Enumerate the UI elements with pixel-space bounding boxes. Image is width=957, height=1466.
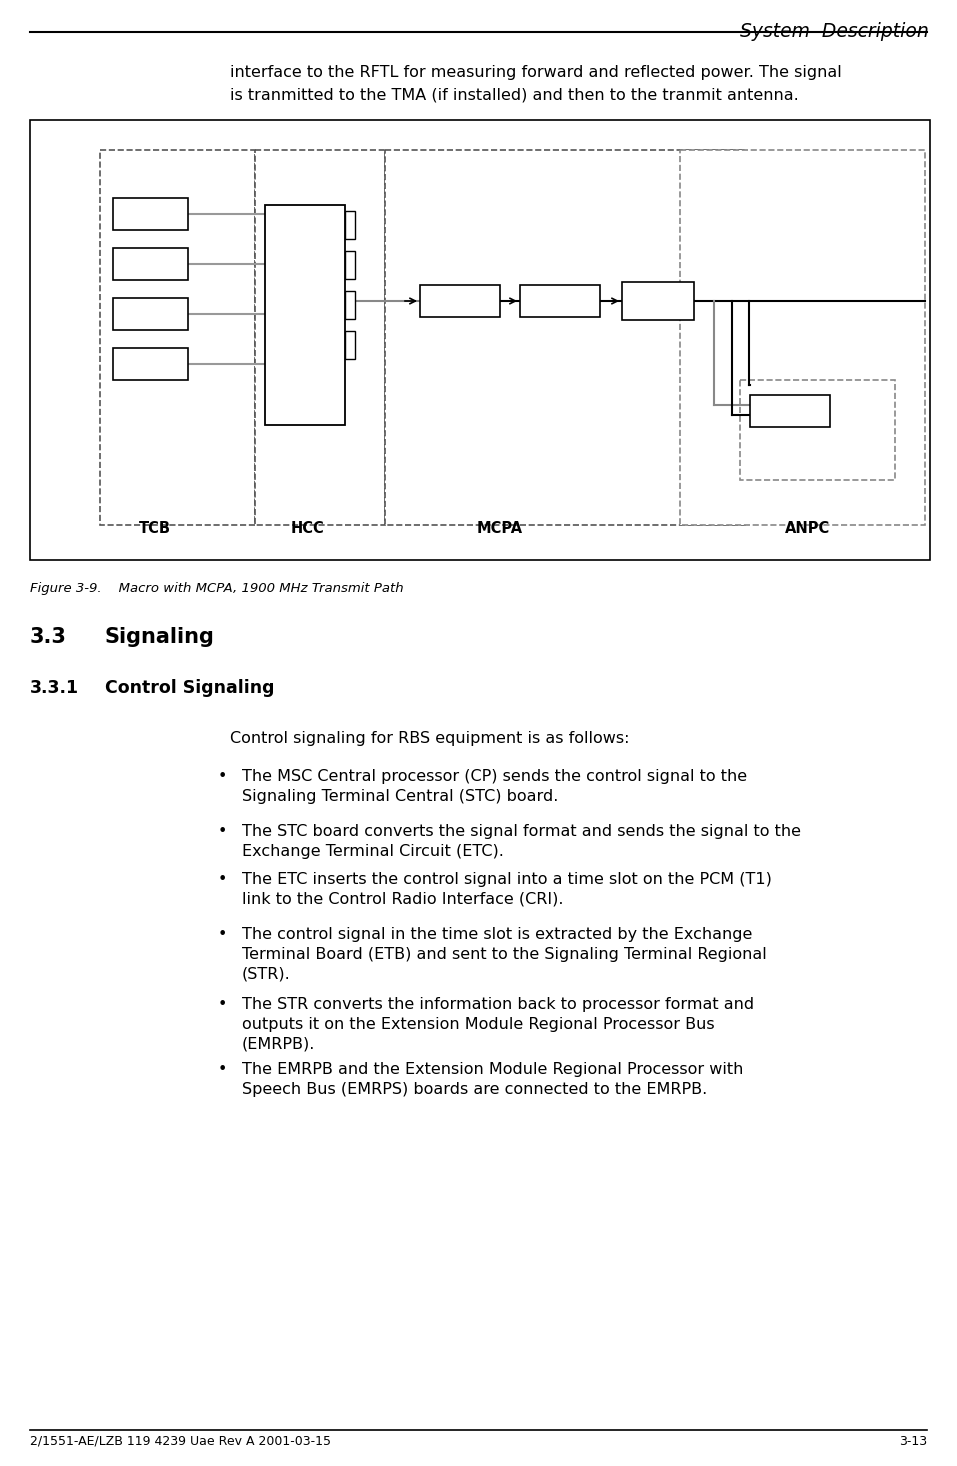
Bar [345, 331, 355, 359]
Bar [520, 284, 600, 317]
Bar [345, 251, 355, 279]
Bar [385, 150, 745, 525]
Bar [680, 150, 925, 525]
Bar [113, 347, 188, 380]
Text: Control signaling for RBS equipment is as follows:: Control signaling for RBS equipment is a… [230, 732, 630, 746]
Text: MCU: MCU [642, 295, 674, 308]
Text: RFTL: RFTL [773, 405, 807, 418]
Text: interface to the RFTL for measuring forward and reflected power. The signal: interface to the RFTL for measuring forw… [230, 65, 842, 81]
Text: TRX: TRX [137, 308, 164, 321]
Text: Figure 3-9.    Macro with MCPA, 1900 MHz Transmit Path: Figure 3-9. Macro with MCPA, 1900 MHz Tr… [30, 582, 404, 595]
Text: Signaling: Signaling [105, 627, 215, 647]
Text: ANPC: ANPC [786, 520, 831, 537]
Text: HCC: HCC [289, 308, 321, 323]
Text: •: • [218, 997, 228, 1012]
Text: System  Description: System Description [741, 22, 929, 41]
Text: 2/1551-AE/LZB 119 4239 Uae Rev A 2001-03-15: 2/1551-AE/LZB 119 4239 Uae Rev A 2001-03… [30, 1435, 331, 1448]
Text: •: • [218, 872, 228, 887]
Text: Control Signaling: Control Signaling [105, 679, 275, 696]
Text: 3.3.1: 3.3.1 [30, 679, 79, 696]
Bar [30, 120, 930, 560]
Text: 3.3: 3.3 [30, 627, 67, 647]
Text: TXBP: TXBP [542, 295, 578, 308]
Bar [113, 198, 188, 230]
Bar [265, 205, 345, 425]
Bar [113, 248, 188, 280]
Bar [420, 284, 500, 317]
Bar [750, 394, 830, 427]
Text: TRX: TRX [137, 208, 164, 220]
Text: HCC: HCC [291, 520, 324, 537]
Bar [740, 380, 895, 479]
Text: TCB: TCB [139, 520, 171, 537]
Text: The STR converts the information back to processor format and
outputs it on the : The STR converts the information back to… [242, 997, 754, 1051]
Bar [100, 150, 255, 525]
Bar [345, 290, 355, 320]
Bar [255, 150, 385, 525]
Text: TRX: TRX [137, 358, 164, 371]
Text: •: • [218, 770, 228, 784]
Text: MCPA: MCPA [477, 520, 523, 537]
Text: The STC board converts the signal format and sends the signal to the
Exchange Te: The STC board converts the signal format… [242, 824, 801, 859]
Text: •: • [218, 1061, 228, 1078]
Text: The EMRPB and the Extension Module Regional Processor with
Speech Bus (EMRPS) bo: The EMRPB and the Extension Module Regio… [242, 1061, 744, 1097]
Text: The ETC inserts the control signal into a time slot on the PCM (T1)
link to the : The ETC inserts the control signal into … [242, 872, 772, 907]
Bar [622, 281, 694, 320]
Text: 3-13: 3-13 [899, 1435, 927, 1448]
Text: is tranmitted to the TMA (if installed) and then to the tranmit antenna.: is tranmitted to the TMA (if installed) … [230, 88, 799, 103]
Text: The control signal in the time slot is extracted by the Exchange
Terminal Board : The control signal in the time slot is e… [242, 927, 767, 982]
Text: TRX: TRX [137, 258, 164, 271]
Bar [345, 211, 355, 239]
Text: •: • [218, 824, 228, 839]
Text: The MSC Central processor (CP) sends the control signal to the
Signaling Termina: The MSC Central processor (CP) sends the… [242, 770, 747, 803]
Bar [113, 298, 188, 330]
Text: •: • [218, 927, 228, 943]
Text: TXBP: TXBP [442, 295, 478, 308]
